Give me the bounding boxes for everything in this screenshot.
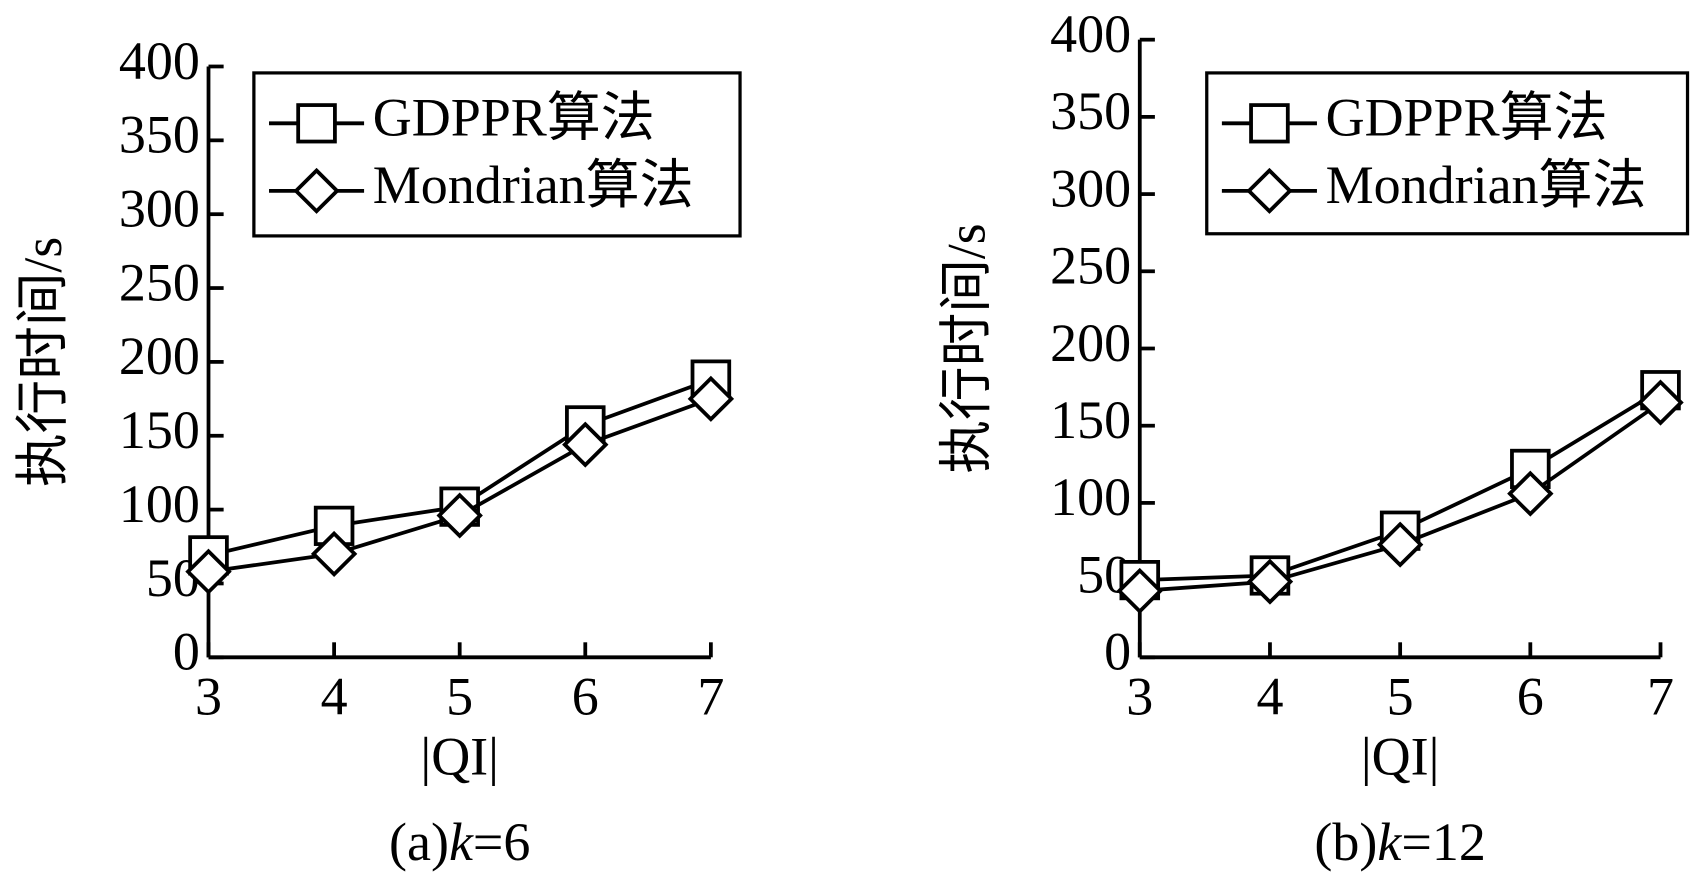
y-tick-label: 0: [173, 622, 200, 682]
legend-label: GDPPR算法: [373, 88, 655, 148]
y-tick-label: 100: [1050, 467, 1131, 527]
x-tick-label: 4: [321, 667, 348, 727]
legend-marker: [1249, 103, 1290, 144]
caption-part: (a): [389, 813, 449, 873]
marker: [185, 548, 232, 595]
legend-box: [252, 71, 742, 238]
caption: (b)k=12: [1314, 813, 1485, 873]
marker: [687, 375, 735, 422]
legend-marker: [296, 103, 337, 144]
marker: [436, 492, 483, 539]
y-tick-label: 300: [119, 179, 200, 239]
y-tick-label: 300: [1050, 159, 1131, 219]
x-tick-label: 7: [697, 667, 724, 727]
x-tick-label: 4: [1256, 667, 1283, 727]
legend-marker: [1246, 167, 1293, 214]
caption-part: k: [1377, 813, 1402, 873]
y-axis-label: 执行时间/s: [13, 237, 73, 487]
marker: [562, 421, 609, 468]
y-tick-label: 350: [1050, 81, 1131, 141]
y-tick-label: 200: [119, 326, 200, 386]
marker: [1376, 521, 1424, 568]
series-line: [208, 397, 712, 574]
y-tick-label: 200: [1050, 313, 1131, 373]
caption-part: k: [449, 813, 474, 873]
y-tick-label: 400: [119, 31, 200, 91]
x-tick-label: 7: [1647, 667, 1674, 727]
legend-marker: [293, 167, 340, 214]
legend-label: Mondrian算法: [373, 155, 694, 215]
caption-part: (b): [1314, 813, 1377, 873]
y-tick-label: 150: [119, 400, 200, 460]
y-tick-label: 150: [1050, 390, 1131, 450]
marker: [310, 530, 358, 577]
marker: [1507, 470, 1554, 517]
x-axis-label: |QI|: [1361, 727, 1440, 787]
x-axis-label: |QI|: [420, 727, 499, 787]
y-axis-label: 执行时间/s: [937, 223, 997, 473]
marker: [1246, 558, 1294, 605]
y-tick-label: 0: [1104, 622, 1131, 682]
marker: [1116, 567, 1163, 614]
x-tick-label: 3: [195, 667, 222, 727]
legend-label: Mondrian算法: [1326, 155, 1647, 215]
caption-part: =6: [473, 813, 530, 873]
x-tick-label: 5: [1387, 667, 1414, 727]
y-tick-label: 350: [119, 105, 200, 165]
caption-part: =12: [1401, 813, 1485, 873]
caption: (a)k=6: [389, 813, 530, 873]
legend-label: GDPPR算法: [1326, 88, 1608, 148]
x-tick-label: 6: [572, 667, 599, 727]
x-tick-label: 5: [446, 667, 473, 727]
marker: [1637, 379, 1684, 426]
x-tick-label: 3: [1126, 667, 1153, 727]
y-tick-label: 400: [1050, 4, 1131, 64]
y-tick-label: 250: [119, 253, 200, 313]
legend-box: [1205, 71, 1690, 236]
y-tick-label: 250: [1050, 236, 1131, 296]
y-tick-label: 100: [119, 474, 200, 534]
x-tick-label: 6: [1517, 667, 1544, 727]
